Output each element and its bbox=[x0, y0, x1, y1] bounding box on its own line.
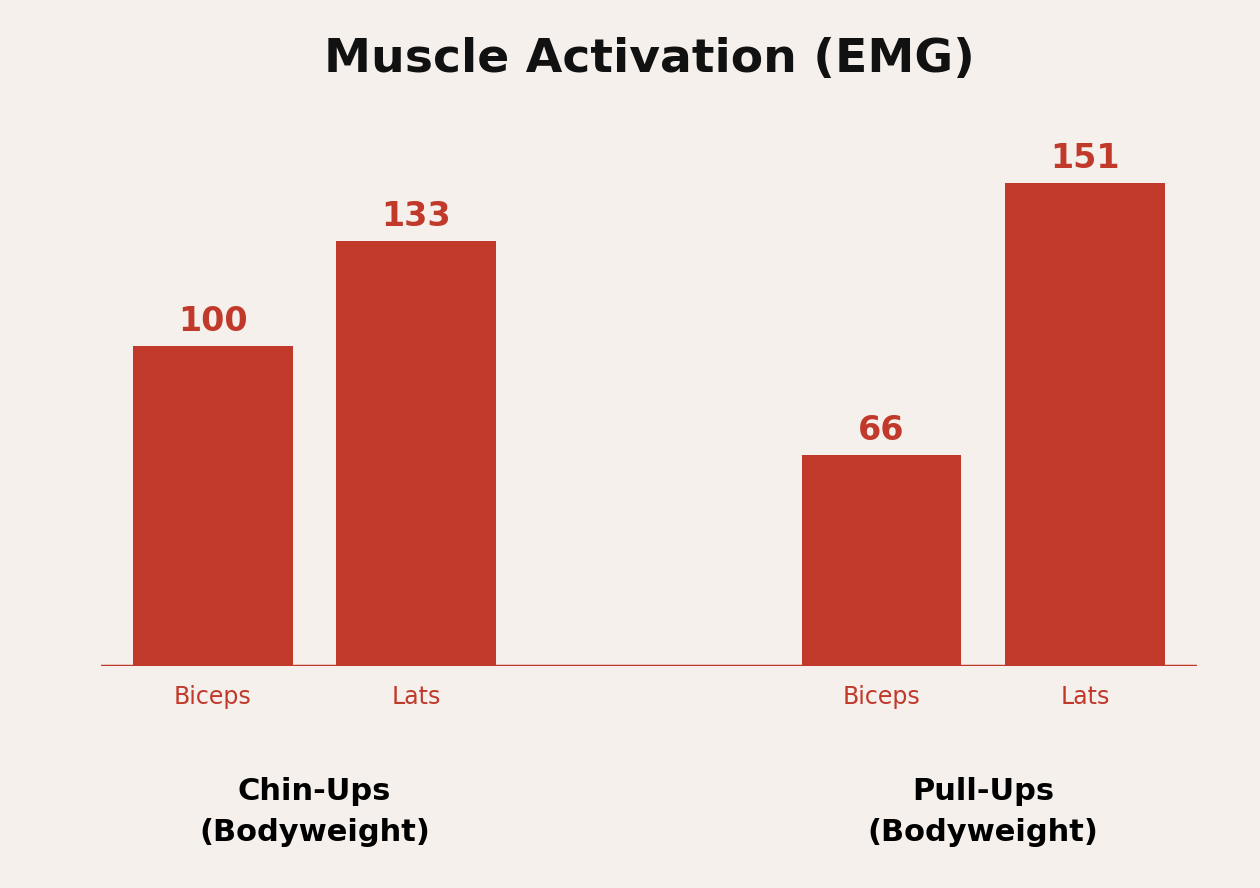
Text: 151: 151 bbox=[1051, 142, 1120, 175]
Text: 133: 133 bbox=[382, 200, 451, 233]
Text: Lats: Lats bbox=[392, 686, 441, 710]
Bar bbox=[801, 455, 961, 666]
Text: Biceps: Biceps bbox=[174, 686, 252, 710]
Text: 66: 66 bbox=[858, 414, 905, 447]
Bar bbox=[336, 241, 496, 666]
Bar bbox=[132, 346, 292, 666]
Text: 100: 100 bbox=[178, 305, 247, 338]
Bar bbox=[1005, 183, 1166, 666]
Text: Lats: Lats bbox=[1061, 686, 1110, 710]
Text: Chin-Ups
(Bodyweight): Chin-Ups (Bodyweight) bbox=[199, 777, 430, 846]
Text: Pull-Ups
(Bodyweight): Pull-Ups (Bodyweight) bbox=[868, 777, 1099, 846]
Text: Biceps: Biceps bbox=[843, 686, 920, 710]
Title: Muscle Activation (EMG): Muscle Activation (EMG) bbox=[324, 36, 974, 82]
